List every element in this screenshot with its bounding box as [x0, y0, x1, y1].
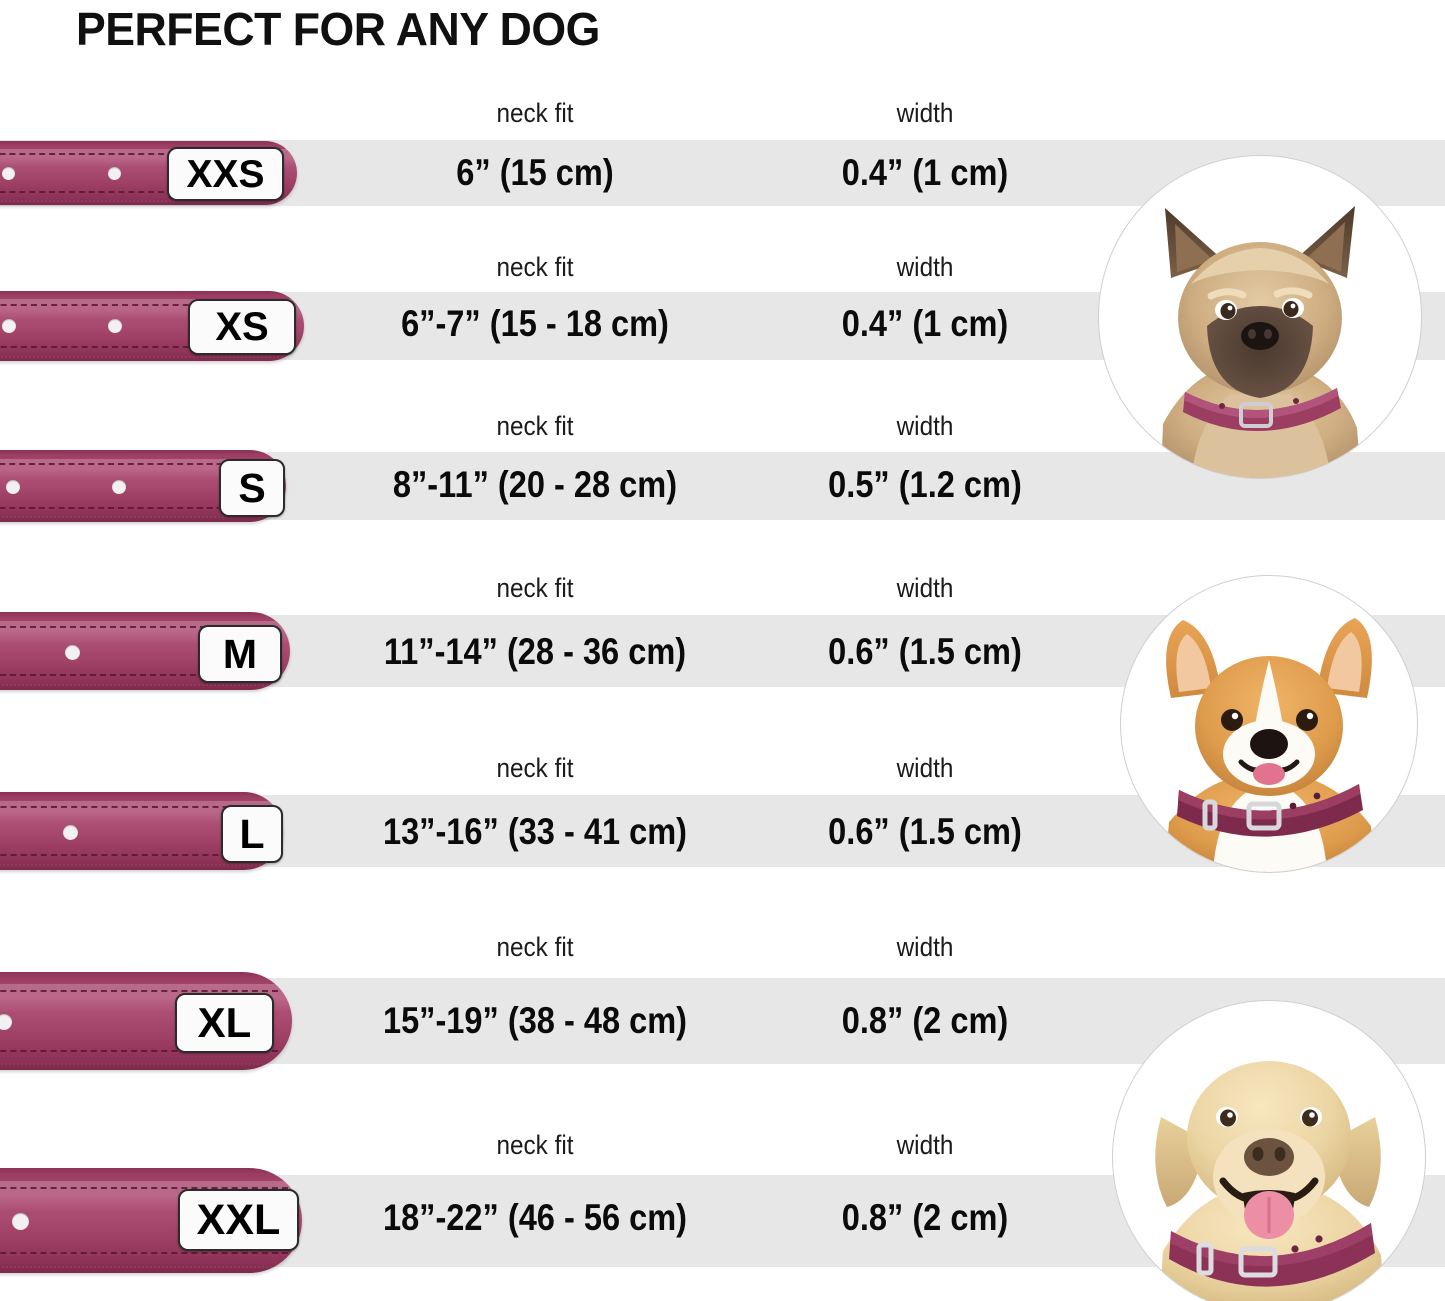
collar-stitch-top [0, 626, 276, 629]
value-width: 0.6” (1.5 cm) [828, 811, 1022, 852]
collar-edge-stitch-top [0, 1173, 288, 1176]
collar-edge-stitch-top [0, 976, 278, 979]
column-header-neck-fit: neck fit [496, 98, 574, 128]
collar-stitch-top [0, 303, 290, 306]
value-width: 0.4” (1 cm) [841, 152, 1009, 193]
collar-stitch-top [0, 1186, 288, 1189]
size-badge-label: L [239, 810, 265, 857]
column-header-width: width [896, 411, 954, 441]
column-header-neck-fit: neck fit [496, 932, 574, 962]
collar-stitch-bottom [0, 346, 290, 349]
value-width: 0.8” (2 cm) [841, 1197, 1009, 1238]
value-width: 0.6” (1.5 cm) [828, 631, 1022, 672]
collar-hole [0, 1014, 12, 1030]
collar-hole [2, 167, 15, 180]
collar-edge-stitch-bottom [0, 199, 283, 202]
size-badge-xl: XL [175, 993, 274, 1053]
collar-stitch-top [0, 462, 272, 465]
collar-edge-stitch-bottom [0, 516, 272, 519]
collar-hole [108, 167, 121, 180]
collar-hole [112, 480, 126, 494]
value-neck-fit: 6” (15 cm) [456, 152, 614, 193]
size-badge-label: XXL [196, 1195, 281, 1244]
collar-edge-stitch-top [0, 795, 269, 798]
value-neck-fit: 6”-7” (15 - 18 cm) [401, 303, 669, 344]
size-badge-label: S [238, 464, 266, 511]
value-neck-fit: 11”-14” (28 - 36 cm) [383, 631, 687, 672]
collar-stitch-top [0, 989, 278, 992]
dog-photo-labrador-retriever [1112, 1000, 1426, 1301]
collar-edge-stitch-top [0, 144, 283, 147]
collar-stitch-bottom [0, 191, 283, 194]
column-header-width: width [896, 753, 954, 783]
size-badge-label: XS [215, 305, 269, 349]
size-badge-label: M [222, 630, 258, 677]
page-title: PERFECT FOR ANY DOG [76, 3, 600, 55]
collar-edge-stitch-bottom [0, 1063, 278, 1066]
collar-stitch-bottom [0, 507, 272, 510]
column-header-neck-fit: neck fit [496, 252, 574, 282]
collar-edge-stitch-bottom [0, 355, 290, 358]
column-header-width: width [896, 98, 954, 128]
collar-hole [63, 825, 78, 840]
column-header-width: width [896, 932, 954, 962]
collar-edge-stitch-top [0, 294, 290, 297]
dog-photo-corgi [1120, 575, 1418, 873]
collar-stitch-top [0, 152, 283, 155]
collar-stitch-bottom [0, 1252, 288, 1255]
collar-stitch-top [0, 806, 269, 809]
collar-hole [6, 480, 20, 494]
collar-edge-stitch-top [0, 615, 276, 618]
collar-edge-stitch-bottom [0, 684, 276, 687]
column-header-width: width [896, 252, 954, 282]
collar-stitch-bottom [0, 853, 269, 856]
size-badge-label: XXS [186, 152, 265, 196]
column-header-width: width [896, 1130, 954, 1160]
column-header-neck-fit: neck fit [496, 753, 574, 783]
size-badge-xxl: XXL [178, 1189, 299, 1251]
size-badge-l: L [221, 805, 283, 863]
value-neck-fit: 15”-19” (38 - 48 cm) [382, 1000, 688, 1041]
column-header-neck-fit: neck fit [496, 573, 574, 603]
collar-stitch-bottom [0, 1050, 278, 1053]
column-header-neck-fit: neck fit [496, 1130, 574, 1160]
size-badge-label: XL [197, 999, 252, 1046]
cairn-terrier-illustration [1161, 206, 1361, 478]
value-neck-fit: 13”-16” (33 - 41 cm) [382, 811, 688, 852]
value-width: 0.5” (1.2 cm) [828, 464, 1022, 505]
value-width: 0.8” (2 cm) [841, 1000, 1009, 1041]
collar-stitch-bottom [0, 673, 276, 676]
column-header-width: width [896, 573, 954, 603]
collar-edge-stitch-bottom [0, 1265, 288, 1268]
labrador-illustration [1155, 1061, 1385, 1301]
collar-edge-stitch-bottom [0, 864, 269, 867]
size-badge-xs: XS [188, 299, 296, 355]
value-width: 0.4” (1 cm) [841, 303, 1009, 344]
collar-hole [12, 1213, 29, 1230]
collar-hole [65, 645, 80, 660]
dog-photo-cairn-terrier [1098, 155, 1422, 479]
size-badge-xxs: XXS [167, 147, 284, 201]
collar-hole [2, 319, 16, 333]
value-neck-fit: 18”-22” (46 - 56 cm) [382, 1197, 688, 1238]
corgi-illustration [1165, 618, 1375, 872]
size-badge-m: M [198, 625, 282, 683]
value-neck-fit: 8”-11” (20 - 28 cm) [392, 464, 678, 505]
column-header-neck-fit: neck fit [496, 411, 574, 441]
collar-hole [108, 319, 122, 333]
size-badge-s: S [219, 459, 285, 517]
collar-edge-stitch-top [0, 453, 272, 456]
